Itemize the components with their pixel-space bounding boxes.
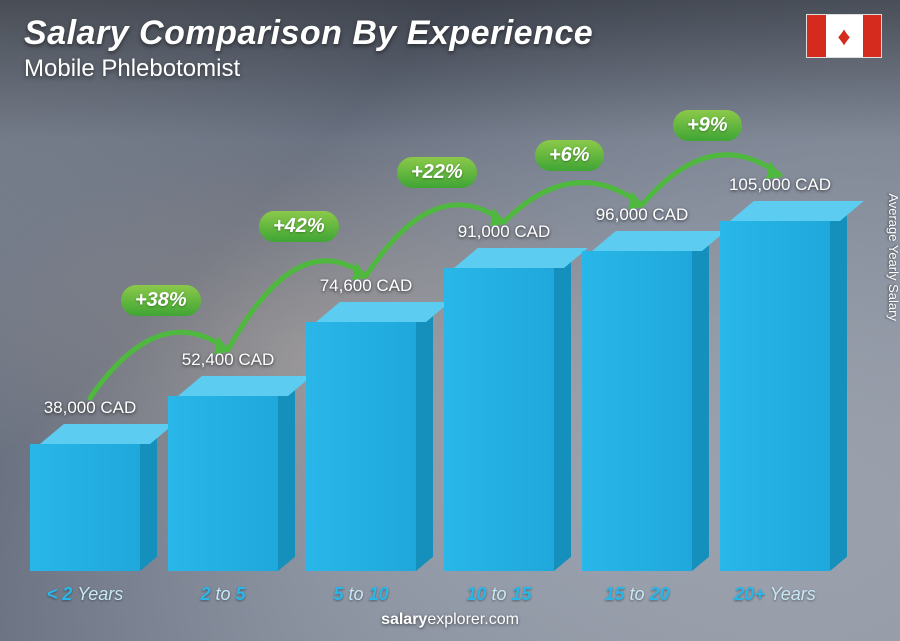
value-label: 52,400 CAD [158, 350, 298, 370]
page-subtitle: Mobile Phlebotomist [24, 55, 593, 83]
page-title: Salary Comparison By Experience [24, 14, 593, 53]
category-label: 2 to 5 [158, 584, 288, 605]
category-label: 10 to 15 [434, 584, 564, 605]
pct-badge: +6% [535, 140, 604, 171]
category-label: 5 to 10 [296, 584, 426, 605]
canada-flag-icon: ♦ [806, 14, 882, 58]
value-label: 74,600 CAD [296, 276, 436, 296]
pct-badge: +22% [397, 157, 477, 188]
category-label: 15 to 20 [572, 584, 702, 605]
pct-badge: +9% [673, 110, 742, 141]
value-label: 96,000 CAD [572, 205, 712, 225]
brand-bold: salary [381, 611, 427, 628]
footer-brand: salaryexplorer.com [0, 611, 900, 629]
y-axis-label: Average Yearly Salary [887, 193, 900, 321]
pct-badge: +42% [259, 211, 339, 242]
value-label: 38,000 CAD [20, 398, 160, 418]
value-label: 105,000 CAD [710, 175, 850, 195]
salary-bar-chart: 38,000 CAD< 2 Years52,400 CAD2 to 5+38%7… [30, 91, 850, 571]
category-label: 20+ Years [710, 584, 840, 605]
pct-badge: +38% [121, 285, 201, 316]
value-label: 91,000 CAD [434, 222, 574, 242]
title-block: Salary Comparison By Experience Mobile P… [24, 14, 593, 83]
category-label: < 2 Years [20, 584, 150, 605]
brand-rest: explorer.com [427, 611, 519, 628]
